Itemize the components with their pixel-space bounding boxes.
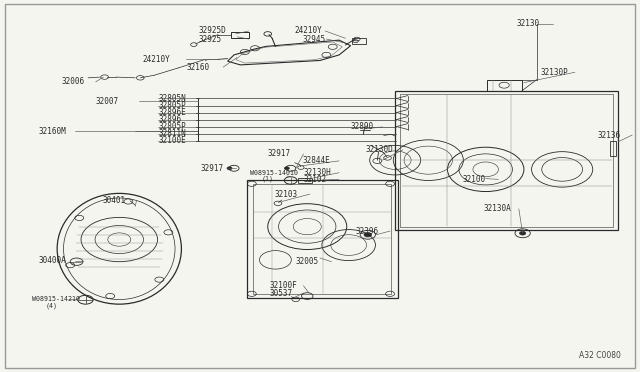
Text: 32007: 32007 bbox=[96, 97, 119, 106]
Text: 32890: 32890 bbox=[351, 122, 374, 131]
Text: (4): (4) bbox=[46, 303, 58, 309]
Text: 32100: 32100 bbox=[463, 175, 486, 184]
Text: 32925: 32925 bbox=[199, 35, 222, 44]
Text: 30537: 30537 bbox=[269, 289, 292, 298]
Text: 32130H: 32130H bbox=[303, 168, 331, 177]
Circle shape bbox=[520, 231, 526, 235]
Text: 32805N: 32805N bbox=[158, 94, 186, 103]
Text: 32130P: 32130P bbox=[540, 68, 568, 77]
Text: (1): (1) bbox=[261, 176, 273, 182]
Text: 32896E: 32896E bbox=[158, 108, 186, 117]
Text: 32160: 32160 bbox=[186, 62, 209, 72]
Bar bbox=[298, 178, 312, 183]
Text: 32005: 32005 bbox=[296, 257, 319, 266]
Bar bbox=[610, 141, 616, 157]
Text: 32130A: 32130A bbox=[483, 204, 511, 214]
Text: W08915-14210: W08915-14210 bbox=[32, 296, 80, 302]
Text: 32925D: 32925D bbox=[199, 26, 227, 35]
Text: 32396: 32396 bbox=[356, 227, 379, 235]
Bar bbox=[487, 80, 522, 91]
Text: 32805P: 32805P bbox=[158, 122, 186, 131]
Text: 32102: 32102 bbox=[303, 175, 326, 184]
Text: 32136: 32136 bbox=[597, 131, 620, 140]
Text: 32130: 32130 bbox=[516, 19, 540, 28]
Text: 24210Y: 24210Y bbox=[294, 26, 323, 35]
Text: 32103: 32103 bbox=[274, 190, 297, 199]
Circle shape bbox=[364, 232, 372, 237]
Text: 32006: 32006 bbox=[61, 77, 84, 86]
Circle shape bbox=[227, 167, 232, 170]
Circle shape bbox=[284, 167, 289, 170]
Text: 32945: 32945 bbox=[302, 35, 325, 44]
Text: 32100E: 32100E bbox=[158, 136, 186, 145]
Text: 32811N: 32811N bbox=[158, 129, 186, 138]
Bar bbox=[231, 32, 248, 38]
Text: 32917: 32917 bbox=[200, 164, 223, 173]
Text: 30400A: 30400A bbox=[38, 256, 66, 265]
Text: 32896: 32896 bbox=[158, 115, 181, 124]
Text: A32 C0080: A32 C0080 bbox=[579, 351, 621, 360]
Bar bbox=[352, 38, 366, 44]
Text: 32100F: 32100F bbox=[269, 281, 297, 290]
Text: 32805P: 32805P bbox=[158, 101, 186, 110]
Text: 32917: 32917 bbox=[268, 150, 291, 158]
Text: 30401: 30401 bbox=[102, 196, 125, 205]
Text: 32160M: 32160M bbox=[38, 127, 66, 136]
Text: W08915-14010: W08915-14010 bbox=[250, 170, 298, 176]
Text: 32130D: 32130D bbox=[366, 145, 394, 154]
Text: 32844E: 32844E bbox=[302, 156, 330, 166]
Text: 24210Y: 24210Y bbox=[143, 55, 171, 64]
